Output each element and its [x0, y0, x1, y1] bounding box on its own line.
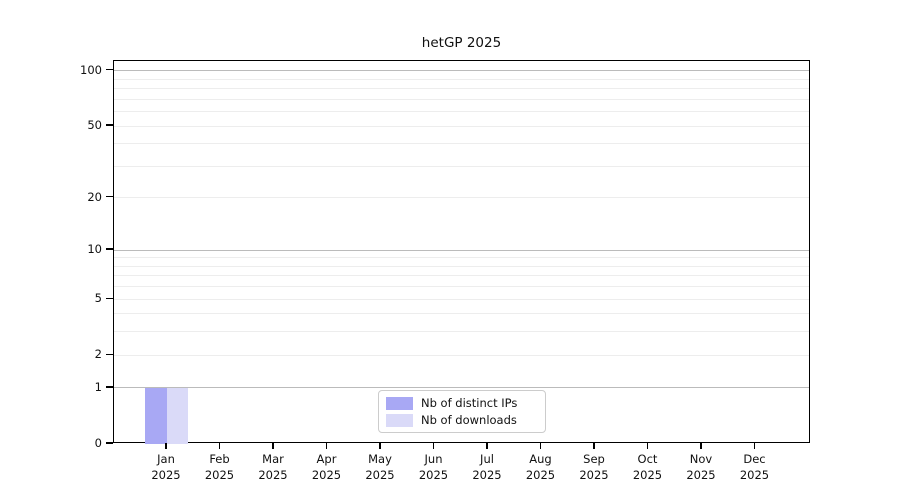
x-tick-label: Feb 2025 [188, 452, 252, 483]
bar-downloads [167, 387, 188, 444]
minor-gridline [114, 265, 809, 267]
x-tick-label-month: Jul [480, 452, 494, 466]
x-tick-label-year: 2025 [258, 467, 288, 482]
legend-label-distinct-ips: Nb of distinct IPs [421, 396, 518, 410]
y-tick-label: 100 [80, 62, 102, 77]
x-axis-tick [218, 443, 221, 449]
x-tick-label: Apr 2025 [295, 452, 359, 483]
y-tick-label: 2 [94, 347, 102, 362]
x-tick-label-month: Jun [424, 452, 443, 466]
legend-label-downloads: Nb of downloads [421, 413, 517, 427]
minor-gridline [114, 143, 809, 145]
y-axis-tick [106, 248, 113, 250]
x-tick-label: Mar 2025 [241, 452, 305, 483]
major-gridline [114, 70, 809, 72]
x-tick-label: Jul 2025 [455, 452, 519, 483]
y-tick-label: 1 [94, 379, 102, 394]
minor-gridline [114, 331, 809, 333]
x-axis-tick [539, 443, 542, 449]
x-axis-tick [753, 443, 756, 449]
x-tick-label-month: Oct [637, 452, 658, 466]
x-tick-label-year: 2025 [525, 467, 556, 482]
legend-swatch-downloads-icon [386, 413, 413, 427]
x-tick-label-year: 2025 [686, 467, 716, 482]
minor-gridline [114, 125, 809, 127]
x-tick-label-year: 2025 [472, 467, 502, 482]
x-tick-label-month: May [368, 452, 392, 466]
x-tick-label-year: 2025 [418, 467, 449, 482]
minor-gridline [114, 286, 809, 288]
y-tick-label: 5 [94, 291, 102, 306]
chart-title: hetGP 2025 [421, 35, 502, 51]
legend-item-distinct-ips: Nb of distinct IPs [386, 396, 536, 410]
y-axis-tick [106, 297, 113, 299]
x-tick-label: Jan 2025 [134, 452, 198, 483]
x-tick-label-month: Feb [209, 452, 230, 466]
major-gridline [114, 249, 809, 251]
bar-distinct-ips [145, 387, 167, 444]
minor-gridline [114, 88, 809, 90]
minor-gridline [114, 111, 809, 113]
x-tick-label-month: Apr [316, 452, 337, 466]
y-tick-label: 20 [87, 189, 102, 204]
y-axis-tick [106, 386, 113, 388]
x-tick-label-year: 2025 [632, 467, 663, 482]
minor-gridline [114, 257, 809, 259]
x-axis-tick [700, 443, 702, 449]
x-tick-label-month: Mar [262, 452, 284, 466]
x-tick-label-month: Aug [529, 452, 552, 466]
y-axis-tick [106, 69, 113, 71]
legend-item-downloads: Nb of downloads [386, 413, 536, 427]
y-axis-tick [106, 442, 113, 444]
x-tick-label: Jun 2025 [402, 452, 466, 483]
x-tick-label-month: Jan [157, 452, 175, 466]
minor-gridline [114, 275, 809, 277]
x-tick-label-month: Dec [743, 452, 766, 466]
legend-swatch-distinct-ips-icon [386, 396, 413, 410]
y-axis-tick [106, 124, 113, 126]
x-axis-tick [646, 443, 649, 449]
x-tick-label-year: 2025 [204, 467, 235, 482]
x-tick-label-year: 2025 [151, 467, 181, 482]
x-tick-label: Aug 2025 [509, 452, 573, 483]
x-tick-label: Nov 2025 [669, 452, 733, 483]
minor-gridline [114, 313, 809, 315]
x-tick-label: May 2025 [348, 452, 412, 483]
x-tick-label-month: Nov [689, 452, 713, 466]
x-tick-label-month: Sep [583, 452, 605, 466]
x-tick-label-year: 2025 [739, 467, 770, 482]
minor-gridline [114, 98, 809, 100]
legend: Nb of distinct IPs Nb of downloads [378, 390, 546, 433]
minor-gridline [114, 165, 809, 167]
y-tick-label: 10 [87, 242, 102, 257]
x-axis-tick [272, 443, 274, 449]
major-gridline [114, 387, 809, 389]
x-tick-label: Sep 2025 [562, 452, 626, 483]
x-axis-tick [486, 443, 488, 449]
x-axis-tick [379, 443, 381, 449]
x-axis-tick [432, 443, 435, 449]
x-tick-label-year: 2025 [579, 467, 609, 482]
y-axis-tick [106, 353, 113, 355]
x-axis-tick [325, 443, 328, 449]
x-axis-tick [593, 443, 595, 449]
x-tick-label: Oct 2025 [616, 452, 680, 483]
minor-gridline [114, 78, 809, 80]
plot-area [113, 60, 810, 444]
x-axis-tick [165, 443, 167, 449]
x-tick-label-year: 2025 [365, 467, 395, 482]
minor-gridline [114, 354, 809, 356]
x-tick-label: Dec 2025 [723, 452, 787, 483]
minor-gridline [114, 197, 809, 199]
y-axis-tick [106, 196, 113, 198]
y-tick-label: 50 [87, 118, 102, 133]
y-tick-label: 0 [94, 436, 102, 450]
x-tick-label-year: 2025 [311, 467, 342, 482]
minor-gridline [114, 298, 809, 300]
